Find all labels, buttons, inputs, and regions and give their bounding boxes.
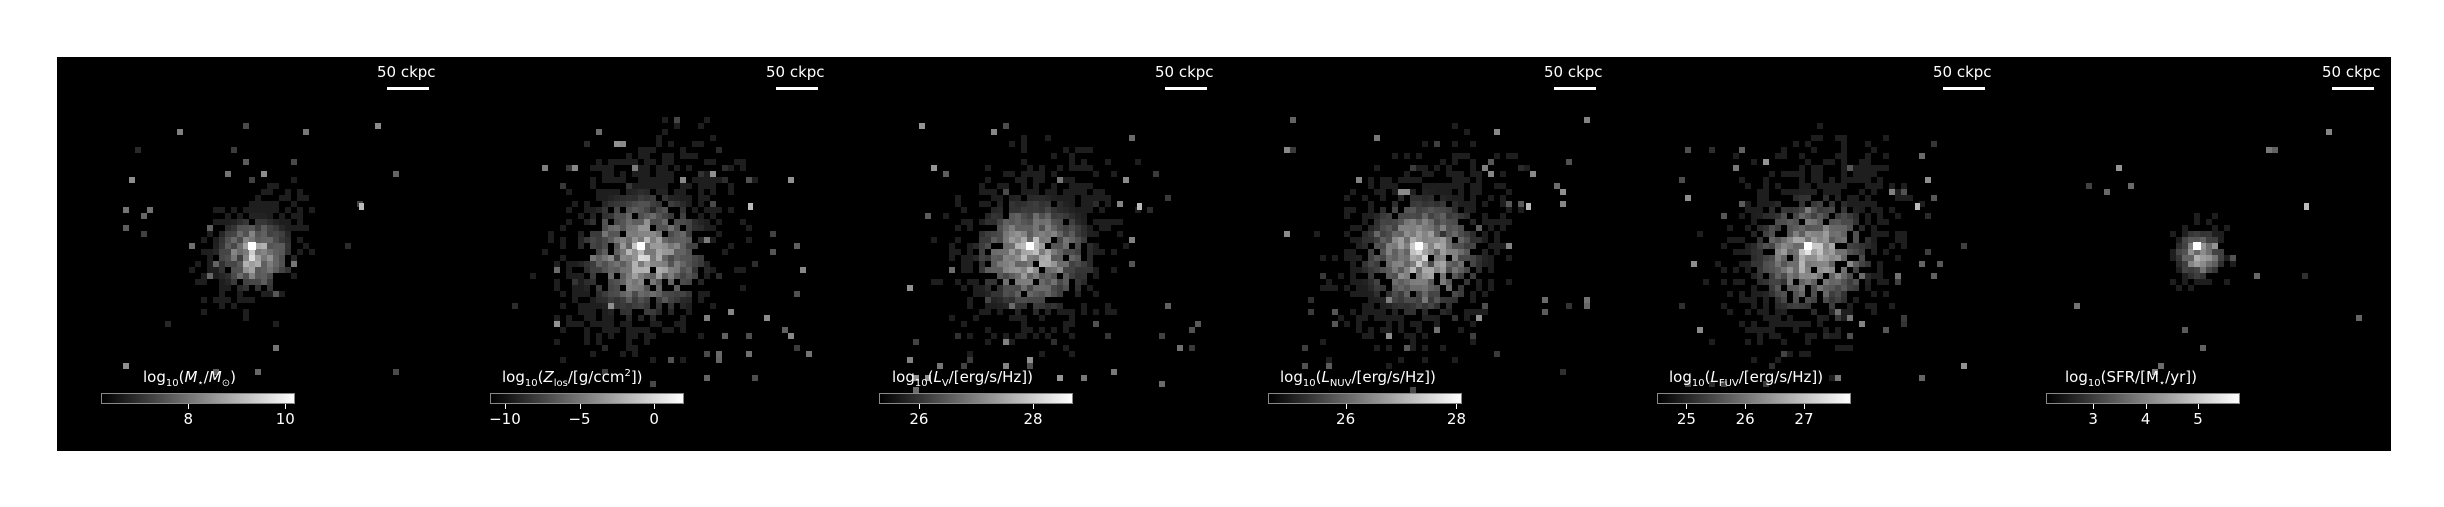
panel-nuv-luminosity: 50 ckpc log10(LNUV/[erg/s/Hz]) 26 28 [1224, 57, 1613, 451]
colorbar-tick [2145, 404, 2147, 409]
scale-bar [1165, 87, 1207, 90]
colorbar-label: log10(LFUV/[erg/s/Hz]) [1669, 368, 1824, 389]
colorbar-tick-label: 26 [1336, 410, 1356, 428]
colorbar [490, 393, 684, 404]
colorbar [879, 393, 1073, 404]
scale-bar [1554, 87, 1596, 90]
colorbar-tick-label: 5 [2193, 410, 2203, 428]
colorbar-tick-label: 27 [1794, 410, 1814, 428]
scale-bar-label: 50 ckpc [1544, 63, 1603, 81]
scale-bar-label: 50 ckpc [377, 63, 436, 81]
colorbar-tick-label: 0 [649, 410, 659, 428]
colorbar-tick-label: 8 [183, 410, 194, 428]
colorbar-tick [1745, 404, 1747, 409]
colorbar-label: log10(Zlos/[g/ccm2]) [502, 368, 643, 389]
colorbar-tick-label: 25 [1676, 410, 1696, 428]
figure: 50 ckpc log10(M⋆/M⊙) 8 10 50 ckpc log10(… [57, 57, 2391, 451]
colorbar-tick [1686, 404, 1688, 409]
galaxy-image [1284, 117, 1590, 393]
scale-bar [1943, 87, 1985, 90]
panel-fuv-luminosity: 50 ckpc log10(LFUV/[erg/s/Hz]) 25 26 27 [1613, 57, 2002, 451]
colorbar-label: log10(SFR/[M⋆/yr]) [2065, 368, 2197, 389]
colorbar [1268, 393, 1462, 404]
panel-metallicity: 50 ckpc log10(Zlos/[g/ccm2]) −10 −5 0 [446, 57, 835, 451]
colorbar-tick-label: 10 [275, 410, 295, 428]
colorbar [1657, 393, 1851, 404]
scale-bar [2332, 87, 2374, 90]
scale-bar [776, 87, 818, 90]
colorbar-tick [1345, 404, 1347, 409]
scale-bar-label: 50 ckpc [2322, 63, 2381, 81]
colorbar-tick-label: 26 [909, 410, 929, 428]
scale-bar-label: 50 ckpc [766, 63, 825, 81]
scale-bar-label: 50 ckpc [1155, 63, 1214, 81]
panel-v-luminosity: 50 ckpc log10(LV/[erg/s/Hz]) 26 28 [835, 57, 1224, 451]
colorbar-tick [2093, 404, 2095, 409]
galaxy-image [2074, 129, 2362, 375]
colorbar-tick [654, 404, 656, 409]
colorbar-label: log10(LNUV/[erg/s/Hz]) [1280, 368, 1436, 389]
galaxy-image [907, 123, 1201, 393]
scale-bar [387, 87, 429, 90]
colorbar-tick-label: 28 [1446, 410, 1466, 428]
colorbar [101, 393, 295, 404]
colorbar-tick [1033, 404, 1035, 409]
colorbar-tick-label: −5 [568, 410, 591, 428]
colorbar-tick-label: −10 [489, 410, 521, 428]
galaxy-image [1679, 123, 1967, 387]
colorbar-tick-label: 26 [1735, 410, 1755, 428]
colorbar-tick [504, 404, 506, 409]
panel-sfr: 50 ckpc log10(SFR/[M⋆/yr]) 3 4 5 [2002, 57, 2391, 451]
colorbar-tick [188, 404, 190, 409]
colorbar-tick [1803, 404, 1805, 409]
colorbar-tick-label: 4 [2140, 410, 2151, 428]
galaxy-image [512, 117, 812, 387]
panel-stellar-mass: 50 ckpc log10(M⋆/M⊙) 8 10 [57, 57, 446, 451]
colorbar [2046, 393, 2240, 404]
colorbar-tick-label: 28 [1023, 410, 1043, 428]
colorbar-label: log10(M⋆/M⊙) [143, 368, 236, 389]
scale-bar-label: 50 ckpc [1933, 63, 1992, 81]
galaxy-image [123, 123, 399, 375]
colorbar-tick [918, 404, 920, 409]
colorbar-tick [1456, 404, 1458, 409]
colorbar-tick [579, 404, 581, 409]
colorbar-tick [2198, 404, 2200, 409]
colorbar-tick-label: 3 [2088, 410, 2098, 428]
colorbar-tick [285, 404, 287, 409]
colorbar-label: log10(LV/[erg/s/Hz]) [892, 368, 1034, 389]
